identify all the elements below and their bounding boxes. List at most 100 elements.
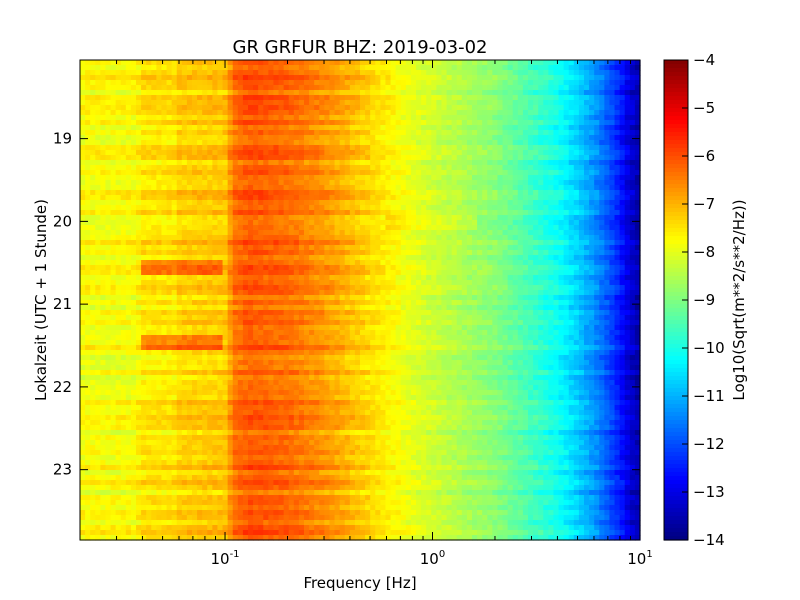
heatmap-cell — [278, 260, 285, 266]
heatmap-cell — [273, 225, 280, 231]
heatmap-cell — [395, 195, 402, 201]
heatmap-cell — [405, 225, 412, 231]
heatmap-cell — [426, 250, 432, 256]
heatmap-cell — [253, 195, 259, 201]
heatmap-cell — [599, 135, 605, 141]
heatmap-cell — [100, 70, 107, 76]
heatmap-cell — [161, 95, 168, 101]
heatmap-cell — [634, 65, 641, 71]
heatmap-cell — [558, 110, 565, 116]
heatmap-cell — [141, 225, 147, 231]
heatmap-cell — [614, 130, 621, 136]
heatmap-cell — [263, 215, 269, 221]
heatmap-cell — [263, 195, 269, 201]
heatmap-cell — [395, 200, 402, 206]
heatmap-cell — [594, 155, 600, 161]
heatmap-cell — [298, 195, 305, 201]
heatmap-cell — [115, 135, 122, 141]
heatmap-cell — [512, 205, 519, 211]
heatmap-cell — [461, 225, 468, 231]
heatmap-cell — [161, 155, 168, 161]
heatmap-cell — [319, 265, 325, 271]
heatmap-cell — [482, 120, 488, 126]
heatmap-cell — [222, 285, 229, 291]
heatmap-cell — [614, 175, 621, 181]
heatmap-cell — [115, 65, 122, 71]
heatmap-cell — [181, 210, 188, 216]
heatmap-cell — [563, 85, 570, 91]
heatmap-cell — [222, 230, 229, 236]
heatmap-cell — [421, 250, 427, 256]
heatmap-cell — [548, 195, 555, 201]
heatmap-cell — [324, 145, 331, 151]
heatmap-cell — [248, 185, 254, 191]
heatmap-cell — [456, 125, 463, 131]
heatmap-cell — [298, 90, 305, 96]
heatmap-cell — [298, 280, 305, 286]
heatmap-cell — [451, 85, 458, 91]
heatmap-cell — [248, 60, 254, 66]
heatmap-cell — [543, 145, 549, 151]
heatmap-cell — [578, 205, 585, 211]
heatmap-cell — [304, 115, 310, 121]
heatmap-cell — [258, 210, 264, 216]
heatmap-cell — [507, 255, 514, 261]
heatmap-cell — [538, 110, 544, 116]
heatmap-cell — [370, 120, 376, 126]
heatmap-cell — [543, 250, 549, 256]
heatmap-cell — [619, 150, 626, 156]
heatmap-cell — [125, 60, 132, 66]
heatmap-cell — [125, 205, 132, 211]
heatmap-cell — [446, 250, 453, 256]
heatmap-cell — [451, 70, 458, 76]
heatmap-cell — [309, 120, 315, 126]
heatmap-cell — [385, 215, 392, 221]
heatmap-cell — [217, 270, 224, 276]
heatmap-cell — [105, 65, 112, 71]
heatmap-cell — [507, 85, 514, 91]
heatmap-cell — [253, 165, 259, 171]
heatmap-cell — [405, 150, 412, 156]
heatmap-cell — [105, 90, 112, 96]
heatmap-cell — [166, 95, 173, 101]
heatmap-cell — [512, 165, 519, 171]
heatmap-cell — [472, 230, 478, 236]
heatmap-cell — [125, 150, 132, 156]
heatmap-cell — [156, 245, 163, 251]
heatmap-cell — [141, 215, 147, 221]
heatmap-cell — [365, 210, 371, 216]
heatmap-cell — [466, 105, 473, 111]
heatmap-cell — [146, 95, 152, 101]
heatmap-cell — [517, 120, 524, 126]
heatmap-cell — [329, 110, 336, 116]
heatmap-cell — [405, 145, 412, 151]
heatmap-cell — [232, 275, 239, 281]
heatmap-cell — [400, 95, 407, 101]
heatmap-cell — [528, 110, 534, 116]
heatmap-cell — [166, 60, 173, 66]
heatmap-cell — [207, 155, 213, 161]
heatmap-cell — [319, 280, 325, 286]
heatmap-cell — [370, 125, 376, 131]
heatmap-cell — [410, 75, 417, 81]
heatmap-cell — [293, 240, 300, 246]
heatmap-cell — [548, 200, 555, 206]
heatmap-cell — [349, 135, 356, 141]
heatmap-cell — [115, 145, 122, 151]
heatmap-cell — [329, 95, 336, 101]
heatmap-cell — [298, 100, 305, 106]
heatmap-cell — [222, 185, 229, 191]
heatmap-cell — [441, 200, 448, 206]
heatmap-cell — [288, 260, 295, 266]
heatmap-cell — [538, 220, 544, 226]
heatmap-cell — [161, 120, 168, 126]
heatmap-cell — [370, 115, 376, 121]
heatmap-cell — [375, 270, 381, 276]
heatmap-cell — [258, 240, 264, 246]
heatmap-cell — [171, 120, 178, 126]
heatmap-cell — [573, 125, 580, 131]
heatmap-cell — [105, 150, 112, 156]
heatmap-cell — [207, 145, 213, 151]
heatmap-cell — [288, 250, 295, 256]
heatmap-cell — [441, 95, 448, 101]
